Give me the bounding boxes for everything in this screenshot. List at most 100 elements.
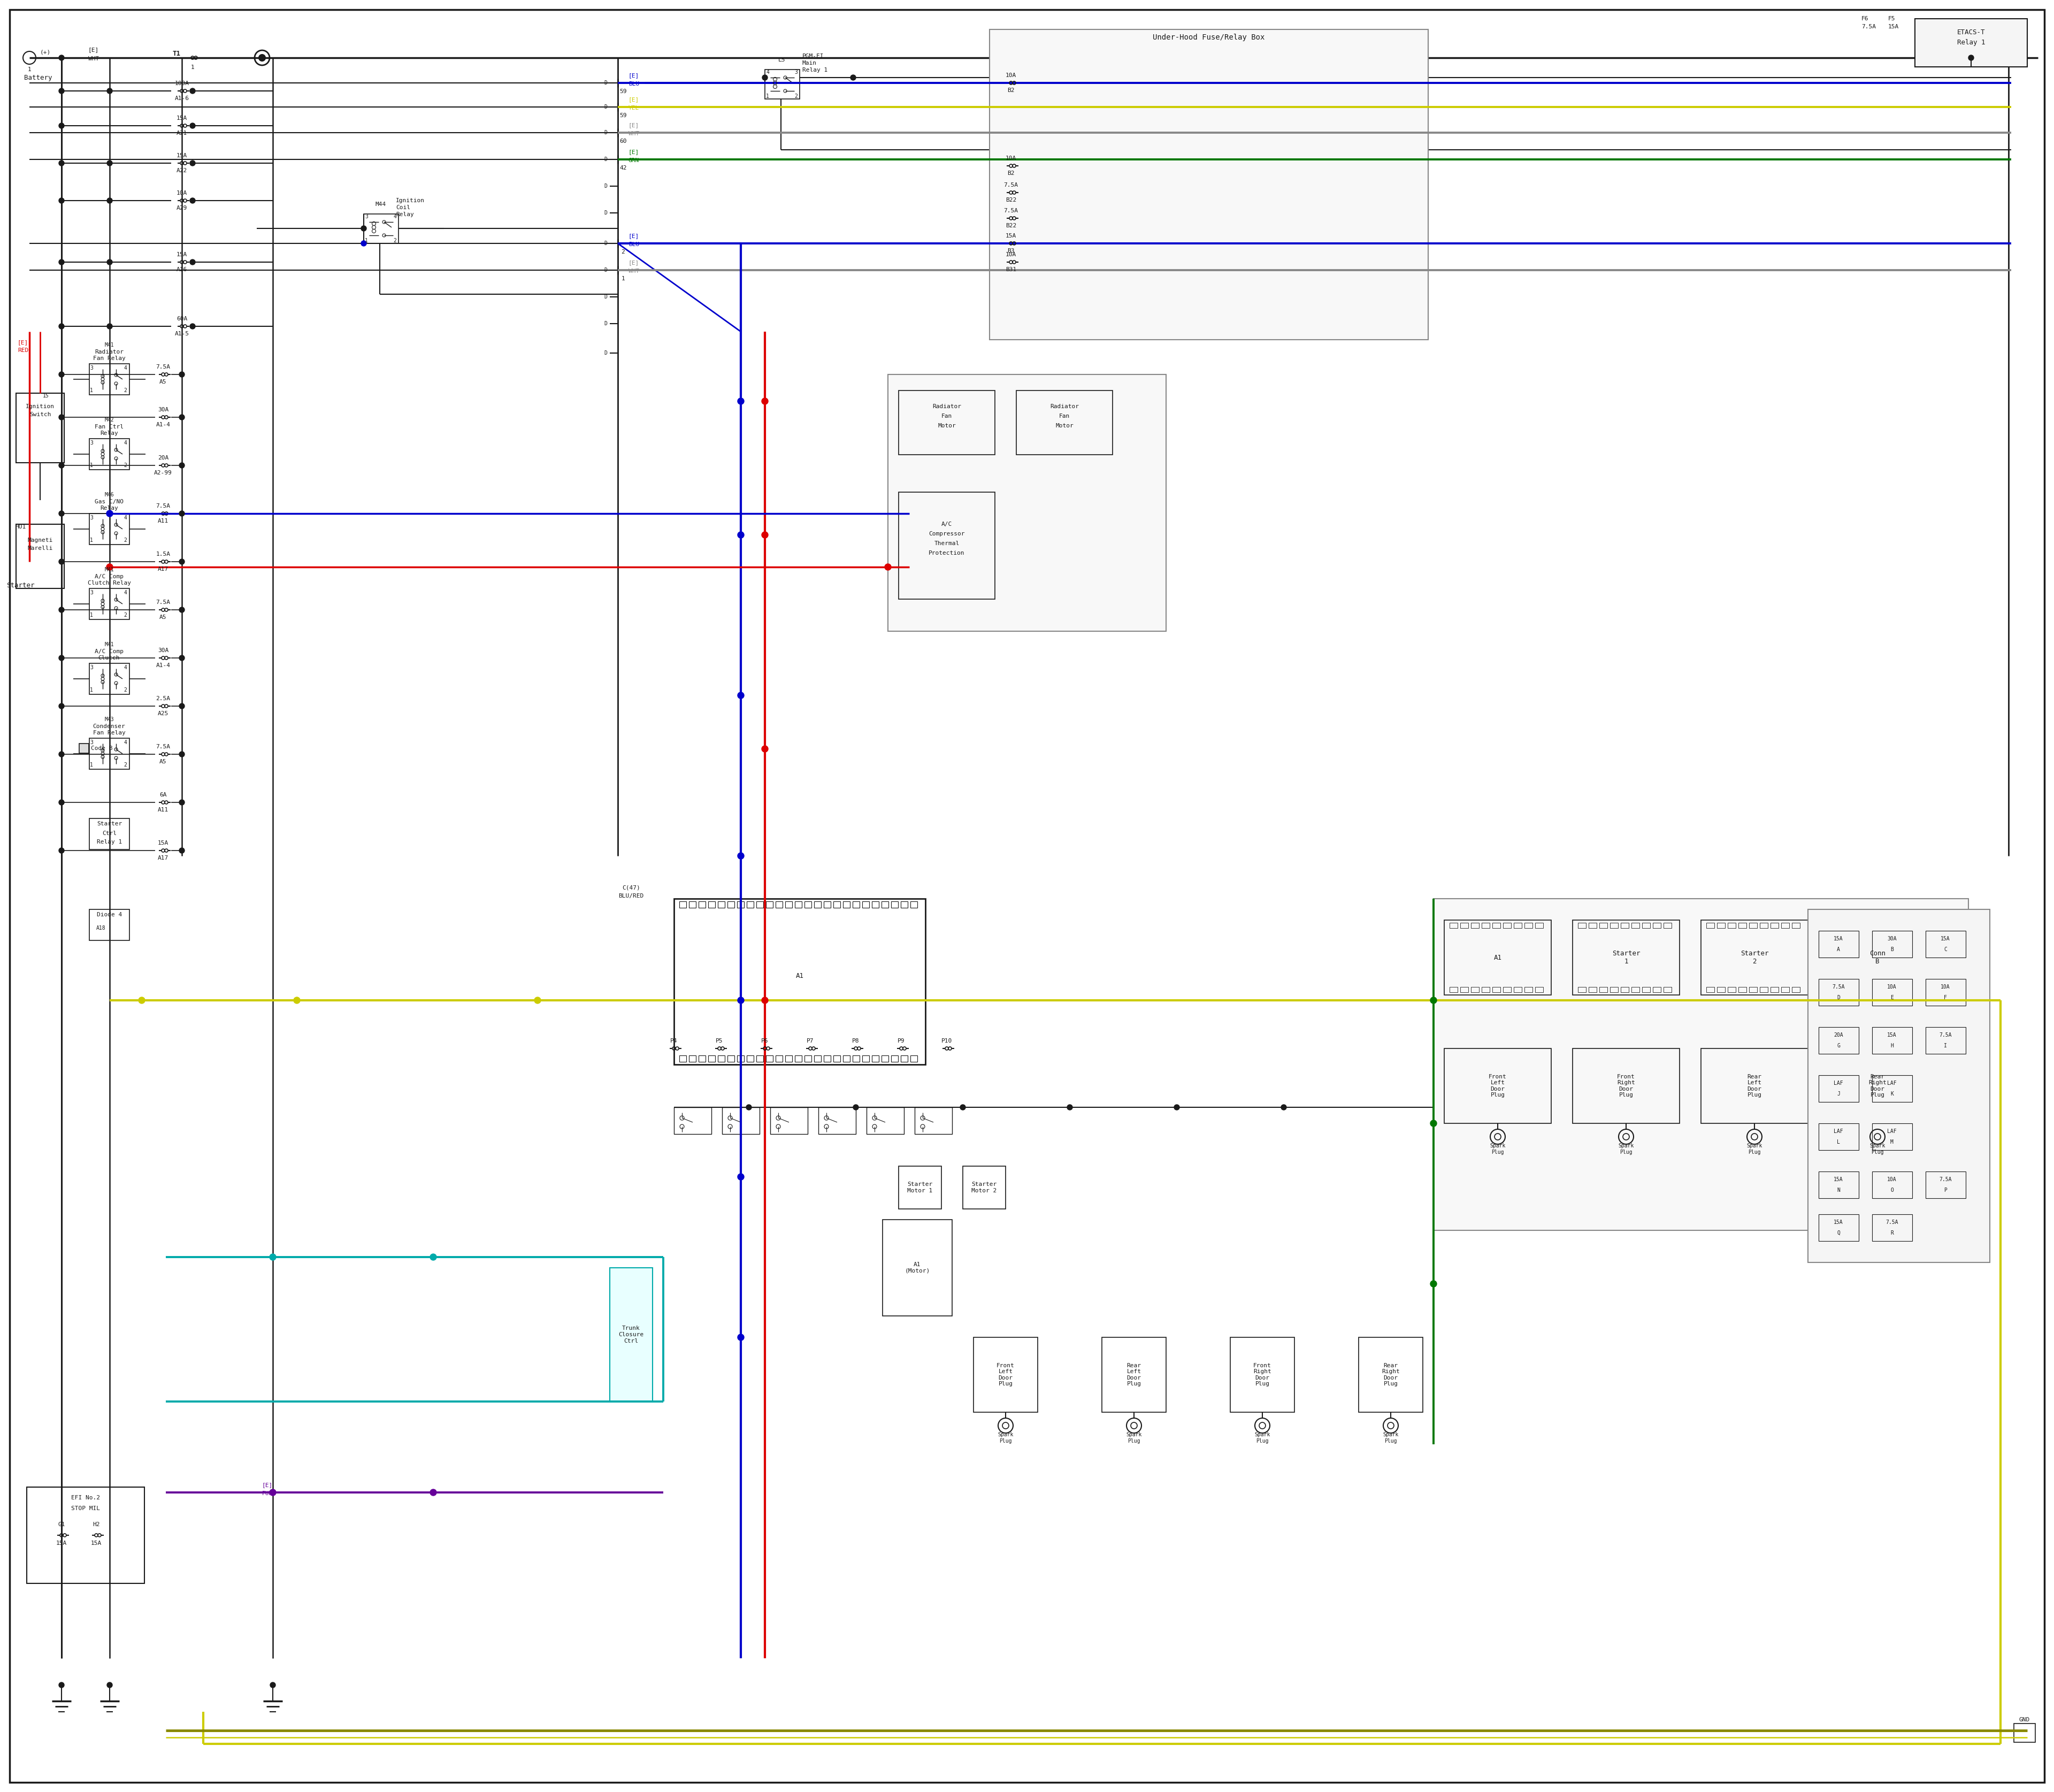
Circle shape — [1068, 1104, 1072, 1109]
Text: 4: 4 — [392, 213, 396, 219]
Bar — [1791, 923, 1799, 928]
Text: O: O — [1890, 1188, 1894, 1193]
Bar — [1771, 923, 1779, 928]
Bar — [1358, 1337, 1423, 1412]
Circle shape — [107, 1683, 113, 1688]
Bar — [1727, 987, 1736, 993]
Bar — [842, 1055, 850, 1063]
Bar — [1914, 18, 2027, 66]
Text: 3: 3 — [90, 441, 92, 446]
Text: B22: B22 — [1006, 222, 1017, 228]
Circle shape — [60, 559, 64, 564]
Text: A11: A11 — [158, 518, 168, 523]
Text: P5: P5 — [717, 1038, 723, 1043]
Bar — [1898, 923, 1906, 928]
Text: 30A: 30A — [158, 647, 168, 652]
Text: 2: 2 — [123, 613, 127, 618]
Text: LAF: LAF — [1834, 1129, 1842, 1134]
Text: Code B: Code B — [90, 745, 113, 751]
Text: Starter
1: Starter 1 — [1612, 950, 1641, 966]
Bar — [1888, 923, 1896, 928]
Text: M46: M46 — [105, 493, 113, 498]
Bar — [1573, 1048, 1680, 1124]
Circle shape — [737, 853, 744, 858]
Bar — [1818, 1075, 1859, 1102]
Bar — [717, 1055, 725, 1063]
Bar — [764, 70, 799, 99]
Text: Rear
Right
Door
Plug: Rear Right Door Plug — [1869, 1073, 1886, 1098]
Text: [E]: [E] — [18, 340, 29, 346]
Text: STOP MIL: STOP MIL — [72, 1505, 101, 1511]
Bar — [881, 1055, 889, 1063]
Text: 1: 1 — [90, 387, 92, 392]
Bar — [727, 1055, 735, 1063]
Text: A16: A16 — [177, 267, 187, 272]
Text: 2.5A: 2.5A — [156, 695, 170, 701]
Bar — [1444, 1048, 1551, 1124]
Bar — [1588, 923, 1596, 928]
Text: LAF: LAF — [1834, 1081, 1842, 1086]
Bar — [1653, 987, 1662, 993]
Bar — [737, 901, 744, 909]
Bar — [1707, 987, 1715, 993]
Bar — [27, 1487, 144, 1584]
Text: 15A: 15A — [1834, 1220, 1842, 1226]
Bar — [1818, 1172, 1859, 1199]
Bar — [1610, 923, 1619, 928]
Bar — [795, 1055, 801, 1063]
Text: 15A: 15A — [90, 1541, 103, 1546]
Text: BLU: BLU — [629, 242, 639, 247]
Text: 1: 1 — [90, 538, 92, 543]
Text: WHT: WHT — [629, 269, 639, 274]
Bar — [900, 493, 994, 599]
Text: 1: 1 — [90, 688, 92, 694]
Text: 30A: 30A — [1888, 935, 1896, 941]
Bar — [1808, 909, 1990, 1262]
Circle shape — [107, 88, 113, 93]
Text: Motor: Motor — [939, 423, 955, 428]
Circle shape — [269, 1254, 275, 1260]
Text: A5: A5 — [160, 760, 166, 765]
Text: BLU: BLU — [629, 81, 639, 86]
Text: Relay: Relay — [101, 430, 119, 435]
Bar — [963, 1167, 1006, 1210]
Bar — [1534, 923, 1543, 928]
Bar — [1750, 923, 1756, 928]
Circle shape — [762, 745, 768, 753]
Text: Ignition: Ignition — [396, 197, 425, 202]
Bar — [1717, 987, 1725, 993]
Bar — [88, 909, 129, 941]
Text: B31: B31 — [1006, 267, 1017, 272]
Circle shape — [189, 324, 195, 330]
Text: 1: 1 — [766, 93, 768, 99]
Text: WHT: WHT — [88, 56, 99, 61]
Bar — [1460, 987, 1469, 993]
Text: Front
Left
Door
Plug: Front Left Door Plug — [1489, 1073, 1508, 1098]
Text: 3: 3 — [90, 590, 92, 595]
Bar — [785, 901, 793, 909]
Text: 4: 4 — [123, 514, 127, 520]
Text: A5: A5 — [160, 615, 166, 620]
Bar — [805, 1055, 811, 1063]
Text: P: P — [1943, 1188, 1947, 1193]
Text: Q: Q — [1836, 1231, 1840, 1236]
Text: C: C — [1943, 946, 1947, 952]
Bar — [756, 1055, 764, 1063]
Text: 7.5A: 7.5A — [1004, 208, 1019, 213]
Text: ETACS-T: ETACS-T — [1957, 29, 1984, 36]
Text: D: D — [604, 321, 608, 326]
Text: LAF: LAF — [1888, 1129, 1896, 1134]
Text: 15A: 15A — [177, 115, 187, 120]
Bar — [1664, 923, 1672, 928]
Circle shape — [179, 462, 185, 468]
Circle shape — [762, 532, 768, 538]
Text: 60A: 60A — [177, 315, 187, 321]
Text: 1.5A: 1.5A — [156, 552, 170, 557]
Text: M: M — [1890, 1140, 1894, 1145]
Text: Front
Left
Door
Plug: Front Left Door Plug — [996, 1362, 1015, 1387]
Text: A17: A17 — [158, 855, 168, 860]
Text: Starter
Motor 1: Starter Motor 1 — [908, 1181, 933, 1193]
Text: A1-4: A1-4 — [156, 423, 170, 428]
Text: 1: 1 — [27, 66, 31, 72]
Text: Ignition: Ignition — [25, 403, 55, 409]
